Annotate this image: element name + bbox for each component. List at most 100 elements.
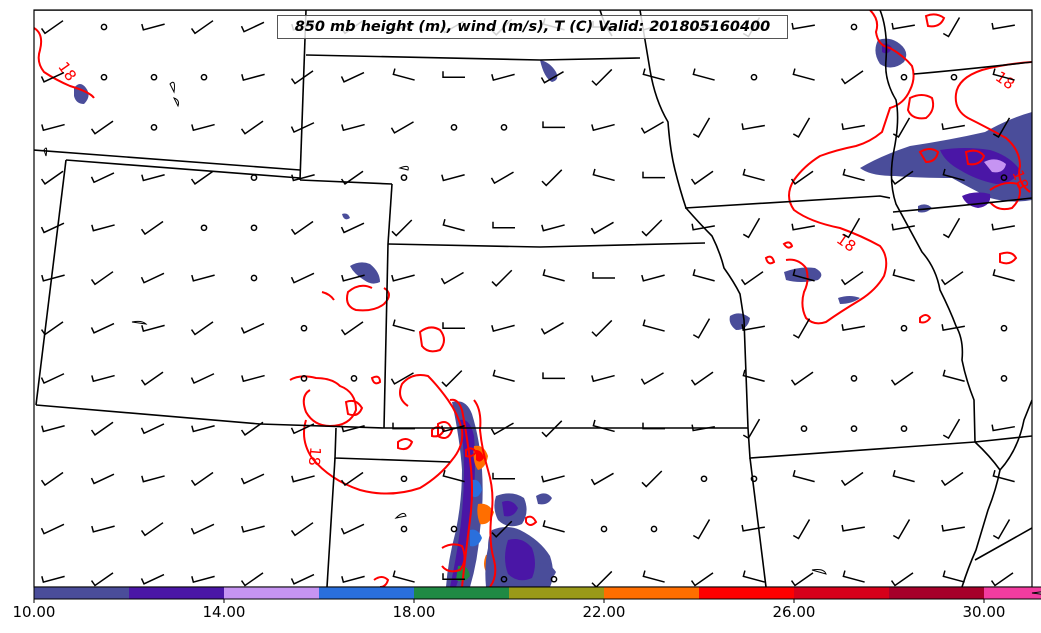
precip-area [505, 539, 535, 581]
wind-barb [540, 322, 564, 335]
contour-line [449, 398, 473, 587]
contour-line [437, 421, 454, 439]
colorbar-outline [33, 586, 1041, 600]
wind-barb [591, 123, 615, 132]
wind-barb [40, 222, 65, 234]
calm-wind-circle [900, 324, 908, 332]
colorbar-segment [509, 587, 604, 599]
wind-barb [791, 223, 815, 231]
wind-barb [191, 425, 215, 433]
wind-barb [141, 174, 165, 182]
wind-barb [442, 218, 465, 232]
wind-barb [340, 471, 364, 487]
colorbar-segment [34, 587, 129, 599]
wind-barb [992, 469, 1015, 483]
wind-barb [442, 469, 465, 483]
wind-barb [240, 572, 264, 587]
state-line [34, 149, 301, 171]
wind-barb [90, 271, 114, 286]
contour-line [473, 399, 497, 587]
contour-line [289, 375, 358, 428]
wind-barb [41, 575, 65, 583]
calm-wind-circle [1000, 324, 1008, 332]
wind-barb [542, 121, 565, 129]
calm-wind-circle [850, 23, 858, 31]
wind-barb [140, 220, 164, 236]
precip-area [502, 500, 518, 517]
contour-label: 18 [1009, 168, 1032, 192]
wind-barb [41, 123, 65, 132]
wind-barb [992, 68, 1015, 81]
calm-wind-circle [300, 375, 308, 382]
wind-barb [692, 519, 711, 540]
map-background [34, 10, 1032, 587]
wind-barb [91, 374, 115, 383]
wind-barb [741, 324, 765, 331]
wind-barb [542, 520, 565, 533]
calm-wind-circle [200, 73, 208, 81]
wind-barb [992, 519, 1011, 540]
wind-barb [841, 524, 865, 532]
wind-barb [340, 71, 365, 83]
colorbar-segment [889, 587, 984, 599]
wind-barb [792, 318, 811, 339]
wind-barb [891, 22, 915, 30]
wind-barb [40, 523, 65, 535]
precip-area [470, 529, 482, 547]
wind-barb [592, 419, 615, 433]
precip-area [472, 479, 482, 498]
wind-barb [841, 324, 865, 331]
wind-barb [840, 471, 864, 487]
wind-barb [191, 123, 215, 132]
wind-barb [340, 523, 365, 535]
wind-barb [290, 122, 315, 134]
wind-barb [392, 319, 415, 332]
colorbar-segment [129, 587, 224, 599]
calm-wind-circle [250, 174, 258, 181]
calm-wind-circle [300, 324, 308, 332]
wind-barb [941, 324, 965, 331]
state-line [387, 183, 393, 245]
wind-barb [40, 20, 64, 35]
wind-barb [341, 274, 365, 282]
calm-wind-circle [900, 425, 908, 432]
wind-barb [740, 271, 764, 286]
contour-line [373, 576, 390, 587]
wind-barb [892, 519, 911, 540]
wind-barb [442, 322, 465, 329]
calm-wind-circle [950, 73, 958, 81]
precip-shading [74, 38, 1032, 587]
wind-barb [290, 272, 315, 284]
wind-barb [940, 271, 964, 286]
wind-barb [541, 169, 563, 187]
wind-barb [742, 418, 761, 440]
wind-barb [190, 373, 215, 385]
precip-area [477, 503, 494, 525]
contour-line [918, 148, 940, 164]
wind-barb [941, 524, 965, 532]
wind-barb [642, 319, 665, 332]
precip-area [838, 296, 860, 304]
precip-area [784, 267, 822, 282]
wind-barb [542, 372, 565, 380]
state-line [639, 10, 749, 429]
wind-barb [40, 71, 65, 83]
wind-barb [591, 319, 613, 338]
wind-barb [691, 223, 715, 231]
wind-barb [990, 572, 1014, 587]
wind-barb [41, 425, 65, 433]
wind-barb [190, 170, 214, 185]
precip-area [450, 419, 475, 587]
colorbar-extend-arrow [1031, 591, 1041, 595]
state-line [387, 242, 706, 248]
wind-barb [792, 519, 811, 540]
wind-barb [442, 71, 465, 78]
wind-barb [642, 68, 665, 81]
calm-wind-circle [100, 23, 108, 31]
contour-line [785, 10, 915, 325]
calm-wind-circle [900, 73, 908, 81]
wind-barb [792, 117, 811, 138]
wind-barb [742, 570, 765, 583]
wind-barb [140, 573, 165, 585]
wind-barb [840, 271, 864, 286]
